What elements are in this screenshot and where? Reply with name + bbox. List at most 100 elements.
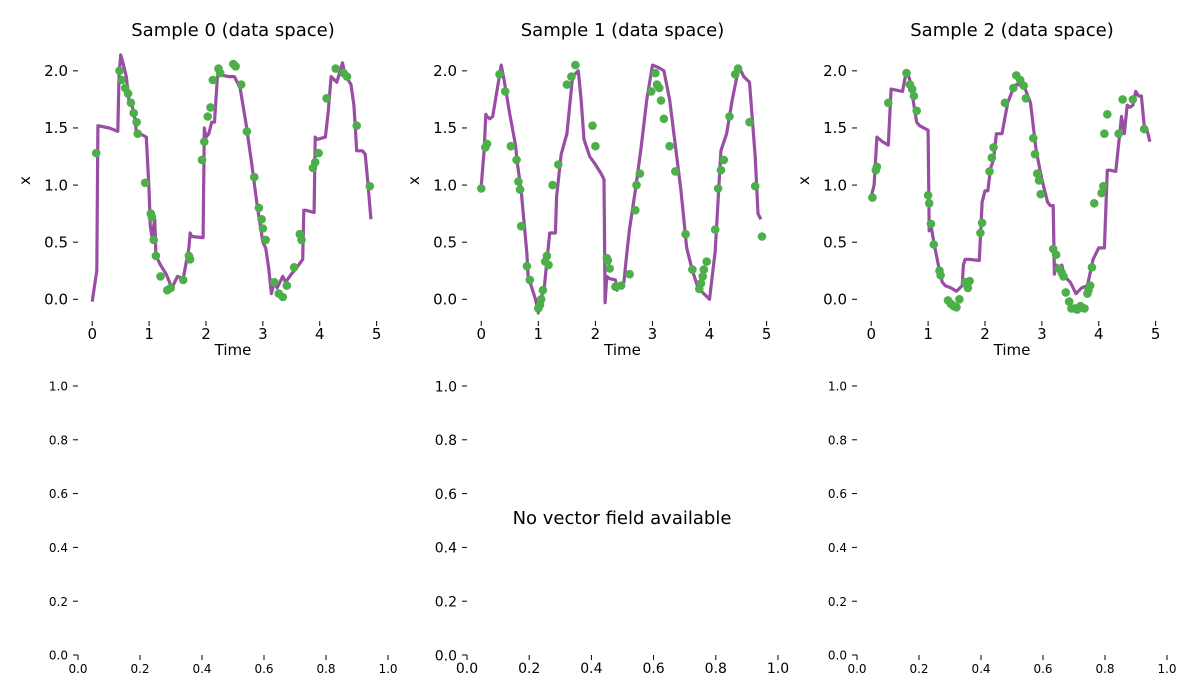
- observation-point: [215, 68, 225, 78]
- observation-point: [907, 84, 917, 94]
- x-tick-label: 2: [980, 325, 990, 343]
- observation-point: [544, 260, 553, 270]
- chart-title: Sample 0 (data space): [131, 20, 335, 41]
- observation-point: [902, 68, 911, 78]
- observation-point: [495, 70, 504, 79]
- vector-field-panel-right: 0.0 0.2 0.4 0.6 0.8 1.0 0.0 0.2 0.4 0.6 0.8 1.0: [828, 380, 1177, 676]
- y-tick-label: 1.5: [433, 119, 457, 137]
- y-tick-label: 0.0: [433, 291, 457, 309]
- y-tick-label: 0.5: [823, 233, 847, 251]
- observation-point: [603, 256, 613, 265]
- observation-point: [698, 272, 707, 281]
- observation-point: [310, 157, 320, 167]
- observation-point: [1114, 129, 1123, 138]
- observation-point: [278, 292, 288, 302]
- observation-point: [1080, 304, 1089, 313]
- chart-sample-2: 0.0 0.5 1.0 1.5 2.0 0 1 2 3 4 5 Sample 2 (data spac…: [795, 20, 1160, 359]
- observation-point: [562, 80, 572, 89]
- observation-point: [987, 153, 997, 162]
- observation-point: [1100, 129, 1109, 138]
- observation-point: [282, 281, 292, 290]
- x-tick-label: 1: [923, 325, 933, 343]
- y-tick-label: 0.6: [49, 487, 68, 501]
- observation-point: [1030, 149, 1040, 159]
- observation-point: [1059, 272, 1068, 281]
- y-axis-label: x: [795, 176, 813, 185]
- x-tick-label: 1.0: [378, 662, 397, 676]
- observation-point: [929, 240, 939, 249]
- observation-point: [542, 251, 552, 261]
- x-axis-label: Time: [993, 341, 1031, 359]
- y-tick-label: 0.4: [49, 541, 68, 555]
- observation-point: [365, 181, 375, 191]
- observation-point: [955, 295, 964, 304]
- observation-point: [1089, 199, 1099, 208]
- observation-point: [242, 127, 252, 136]
- x-tick-label: 0.2: [130, 662, 149, 676]
- observation-point: [635, 169, 645, 178]
- observation-point: [1139, 124, 1149, 134]
- observation-point: [269, 277, 279, 287]
- x-tick-label: 4: [315, 325, 325, 343]
- observation-point: [133, 129, 142, 138]
- x-tick-label: 3: [258, 325, 268, 343]
- x-tick-label: 0: [866, 325, 876, 343]
- observation-point: [1085, 281, 1095, 290]
- y-tick-label: 0.4: [435, 541, 457, 557]
- x-tick-label: 3: [1037, 325, 1047, 343]
- observation-point: [342, 72, 352, 81]
- observation-point: [206, 103, 215, 112]
- observation-point: [1051, 250, 1061, 259]
- y-tick-label: 2.0: [823, 62, 847, 80]
- observation-point: [200, 137, 209, 146]
- x-tick-label: 0: [476, 325, 486, 343]
- observation-point: [322, 94, 331, 103]
- x-tick-label: 1.0: [1157, 662, 1176, 676]
- y-tick-label: 0.6: [828, 487, 847, 501]
- observation-point: [477, 184, 486, 193]
- observation-point: [1000, 98, 1010, 108]
- y-tick-label: 0.0: [44, 291, 68, 309]
- y-tick-label: 1.0: [44, 176, 68, 194]
- observation-point: [258, 224, 268, 233]
- observation-point: [538, 285, 548, 295]
- observation-point: [156, 272, 165, 281]
- observation-point: [710, 225, 720, 234]
- observation-point: [1118, 95, 1127, 104]
- x-axis-label: Time: [214, 341, 252, 359]
- observation-point: [632, 180, 641, 190]
- observation-point: [745, 117, 754, 127]
- observation-point: [1036, 189, 1045, 199]
- x-tick-label: 0.4: [580, 661, 602, 677]
- x-tick-label: 1: [144, 325, 154, 343]
- chart-sample-1: 0.0 0.5 1.0 1.5 2.0 0 1 2 3 4 5 Sample 1 (data spac…: [405, 20, 771, 359]
- observation-point: [1099, 181, 1108, 191]
- x-tick-label: 0.8: [1095, 662, 1114, 676]
- x-tick-label: 5: [1151, 325, 1161, 343]
- x-tick-label: 2: [201, 325, 211, 343]
- observation-point: [525, 275, 535, 285]
- observation-point: [250, 172, 259, 182]
- x-tick-label: 0.4: [192, 662, 211, 676]
- y-tick-label: 1.0: [823, 176, 847, 194]
- y-tick-label: 1.5: [44, 119, 68, 137]
- observation-point: [665, 141, 674, 151]
- observation-point: [261, 235, 271, 245]
- x-tick-label: 0.4: [971, 662, 990, 676]
- x-tick-label: 0.2: [909, 662, 928, 676]
- y-axis-label: x: [16, 176, 34, 185]
- observation-point: [702, 257, 711, 266]
- observation-point: [671, 167, 680, 176]
- observation-point: [516, 221, 526, 231]
- observation-point: [963, 283, 973, 293]
- x-tick-label: 1: [534, 325, 544, 343]
- x-tick-label: 0.6: [642, 661, 664, 677]
- chart-title: Sample 2 (data space): [910, 20, 1114, 41]
- y-tick-label: 0.5: [44, 233, 68, 251]
- y-tick-label: 0.0: [823, 291, 847, 309]
- observation-point: [257, 215, 267, 224]
- observation-point: [923, 191, 933, 200]
- y-axis-label: x: [405, 176, 423, 185]
- observation-point: [1103, 110, 1112, 119]
